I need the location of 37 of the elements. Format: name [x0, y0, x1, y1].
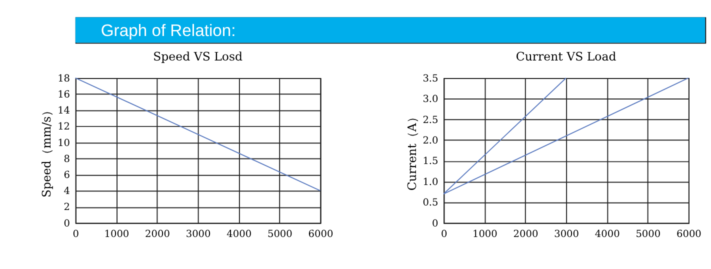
y-tick-label: 2.0: [422, 136, 438, 147]
y-tick-label: 0: [432, 218, 438, 230]
y-tick-label: 3.5: [422, 73, 438, 84]
y-tick-label: 12: [58, 122, 70, 133]
x-tick-label: 2000: [145, 229, 170, 240]
y-tick-label: 2.5: [422, 114, 438, 126]
text: Graph of Relation:: [100, 20, 236, 40]
x-tick-label: 1000: [104, 229, 130, 240]
y-tick-label: 6: [64, 170, 70, 182]
y-axis-title: Current（A）: [404, 111, 419, 191]
y-tick-label: 1.0: [422, 176, 438, 188]
chart-title: Current VS Load: [516, 49, 617, 64]
x-tick-label: 3000: [186, 229, 211, 240]
x-tick-label: 2000: [513, 229, 538, 240]
x-tick-label: 6000: [676, 229, 702, 240]
x-tick-label: 5000: [267, 229, 292, 240]
y-axis-title: Speed（mm/s）: [40, 104, 54, 198]
y-tick-label: 2: [64, 202, 70, 214]
x-tick-label: 4000: [226, 229, 252, 240]
x-tick-label: 0: [72, 229, 80, 240]
x-tick-label: 4000: [594, 229, 620, 240]
y-tick-label: 14: [58, 106, 70, 117]
y-tick-label: 10: [58, 138, 70, 149]
y-tick-label: 0.5: [422, 198, 438, 209]
y-tick-label: 16: [58, 89, 70, 100]
x-tick-label: 5000: [636, 229, 661, 240]
y-tick-label: 3.0: [422, 94, 438, 106]
y-tick-label: 8: [64, 154, 70, 165]
x-tick-label: 3000: [554, 229, 579, 240]
chart-title: Speed VS Losd: [153, 49, 244, 64]
y-tick-label: 1.5: [422, 156, 438, 168]
x-tick-label: 1000: [472, 229, 498, 240]
x-tick-label: 6000: [308, 229, 334, 240]
y-tick-label: 4: [64, 186, 70, 198]
y-tick-label: 0: [64, 218, 70, 230]
y-tick-label: 18: [58, 73, 70, 84]
x-tick-label: 0: [441, 229, 448, 240]
